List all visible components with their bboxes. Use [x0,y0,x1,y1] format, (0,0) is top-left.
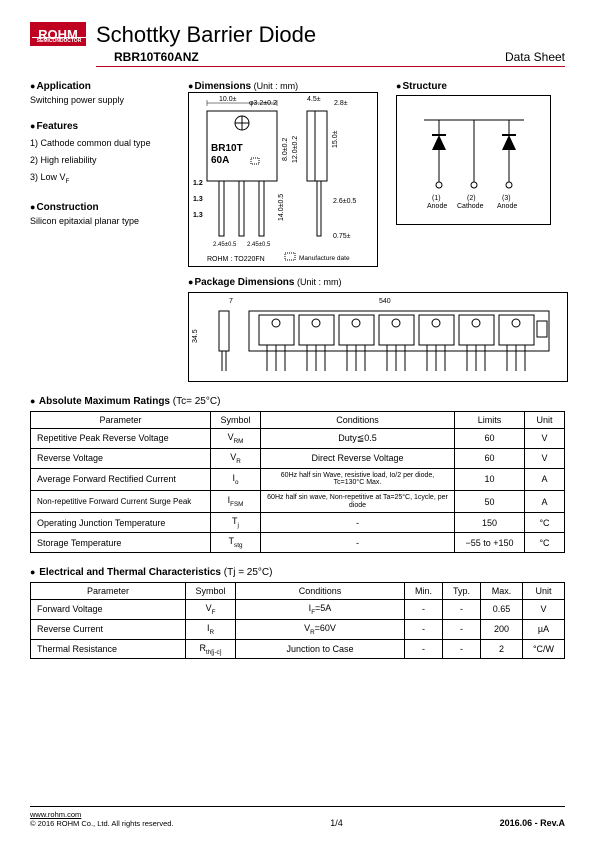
pkg-unit: (Unit : mm) [297,277,342,287]
col-cond: Conditions [261,412,455,429]
table-header-row: Parameter Symbol Conditions Limits Unit [31,412,565,429]
absmax-table: Parameter Symbol Conditions Limits Unit … [30,411,565,553]
application-text: Switching power supply [30,95,170,107]
svg-text:φ3.2±0.2: φ3.2±0.2 [249,100,277,107]
title-block: Schottky Barrier Diode RBR10T60ANZ Data … [96,22,565,67]
header: ROHM SEMICONDUCTOR Schottky Barrier Diod… [30,22,565,67]
svg-text:BR10T: BR10T [211,143,243,154]
footer-left: www.rohm.com © 2016 ROHM Co., Ltd. All r… [30,810,174,828]
footer: www.rohm.com © 2016 ROHM Co., Ltd. All r… [30,806,565,828]
table-row: Thermal ResistanceRth[j-c]Junction to Ca… [31,639,565,659]
pkg-heading: Package Dimensions [188,277,294,288]
col-unit: Unit [525,412,565,429]
svg-text:12.0±0.2: 12.0±0.2 [292,136,299,163]
svg-text:1.3: 1.3 [193,212,203,219]
table-row: Storage TemperatureTstg-−55 to +150°C [31,533,565,553]
svg-text:(1): (1) [432,195,441,202]
svg-text:15.0±: 15.0± [332,130,339,148]
elec-table: Parameter Symbol Conditions Min. Typ. Ma… [30,582,565,659]
structure-heading: Structure [396,81,565,92]
table-row: Reverse CurrentIRVR=60V--200µA [31,619,565,639]
svg-text:540: 540 [379,298,391,305]
svg-text:2.8±: 2.8± [334,100,348,107]
construction-text: Silicon epitaxial planar type [30,216,170,228]
svg-text:1.2: 1.2 [193,180,203,187]
part-number: RBR10T60ANZ [114,50,199,64]
application-heading: Application [30,81,170,92]
table-row: Average Forward Rectified CurrentIo60Hz … [31,468,565,490]
svg-text:Anode: Anode [497,203,517,210]
construction-heading: Construction [30,202,170,213]
dimensions-heading: Dimensions [188,81,251,92]
svg-text:7: 7 [229,298,233,305]
svg-text:8.0±0.2: 8.0±0.2 [282,138,289,161]
features-list: 1) Cathode common dual type 2) High reli… [30,135,170,188]
svg-text:Manufacture date: Manufacture date [299,255,350,262]
feature-item: 2) High reliability [30,152,170,169]
col-symbol: Symbol [211,412,261,429]
svg-text:4.5±: 4.5± [307,96,321,103]
svg-text:Anode: Anode [427,203,447,210]
structure-schematic: (1) Anode (2) Cathode (3) Anode [399,100,549,222]
left-column: Application Switching power supply Featu… [30,81,170,267]
dim-drawing: BR10T 60A 10.0± φ3.2±0.2 4.5± 2.8± [189,93,377,266]
mid-column: Dimensions (Unit : mm) BR10T 60A [188,81,378,267]
elec-heading: Electrical and Thermal Characteristics (… [30,567,565,578]
svg-text:0.75±: 0.75± [333,233,351,240]
package-section: Package Dimensions (Unit : mm) 540 34.5 … [188,277,565,382]
svg-text:2.45±0.5: 2.45±0.5 [247,242,271,248]
svg-text:(3): (3) [502,195,511,202]
feature-item: 1) Cathode common dual type [30,135,170,152]
table-row: Non-repetitive Forward Current Surge Pea… [31,490,565,512]
col-limits: Limits [455,412,525,429]
svg-text:34.5: 34.5 [192,329,199,343]
svg-text:1.3: 1.3 [193,196,203,203]
svg-text:10.0±: 10.0± [219,96,237,103]
footer-url: www.rohm.com [30,810,174,819]
table-row: Forward VoltageVFIF=5A--0.65V [31,599,565,619]
footer-rev: 2016.06 - Rev.A [500,818,565,828]
svg-text:2.6±0.5: 2.6±0.5 [333,198,356,205]
table-row: Reverse VoltageVRDirect Reverse Voltage6… [31,448,565,468]
pkg-drawing: 540 34.5 7 [189,293,567,381]
right-column: Structure (1) [396,81,565,267]
page-title: Schottky Barrier Diode [96,22,565,48]
col-param: Parameter [31,412,211,429]
dimensions-unit: (Unit : mm) [254,81,299,91]
svg-text:(2): (2) [467,195,476,202]
table-row: Repetitive Peak Reverse VoltageVRMDuty≦0… [31,429,565,449]
top-columns: Application Switching power supply Featu… [30,81,565,267]
footer-copyright: © 2016 ROHM Co., Ltd. All rights reserve… [30,819,174,828]
doc-type: Data Sheet [505,50,565,64]
svg-text:ROHM : TO220FN: ROHM : TO220FN [207,256,265,263]
features-heading: Features [30,121,170,132]
svg-text:14.0±0.5: 14.0±0.5 [278,194,285,221]
header-rule [96,66,565,67]
logo-subtext: SEMICONDUCTOR [32,37,86,44]
brand-logo: ROHM SEMICONDUCTOR [30,22,86,46]
table-header-row: Parameter Symbol Conditions Min. Typ. Ma… [31,582,565,599]
svg-text:60A: 60A [211,155,229,166]
structure-figure: (1) Anode (2) Cathode (3) Anode [396,95,551,225]
package-figure: 540 34.5 7 [188,292,568,382]
dimensions-figure: BR10T 60A 10.0± φ3.2±0.2 4.5± 2.8± [188,92,378,267]
footer-page: 1/4 [330,818,343,828]
absmax-heading: Absolute Maximum Ratings (Tc= 25°C) [30,396,565,407]
svg-text:2.45±0.5: 2.45±0.5 [213,242,237,248]
feature-item: 3) Low VF [30,169,170,188]
svg-text:Cathode: Cathode [457,203,484,210]
table-row: Operating Junction TemperatureTj-150°C [31,513,565,533]
subtitle-row: RBR10T60ANZ Data Sheet [96,50,565,64]
